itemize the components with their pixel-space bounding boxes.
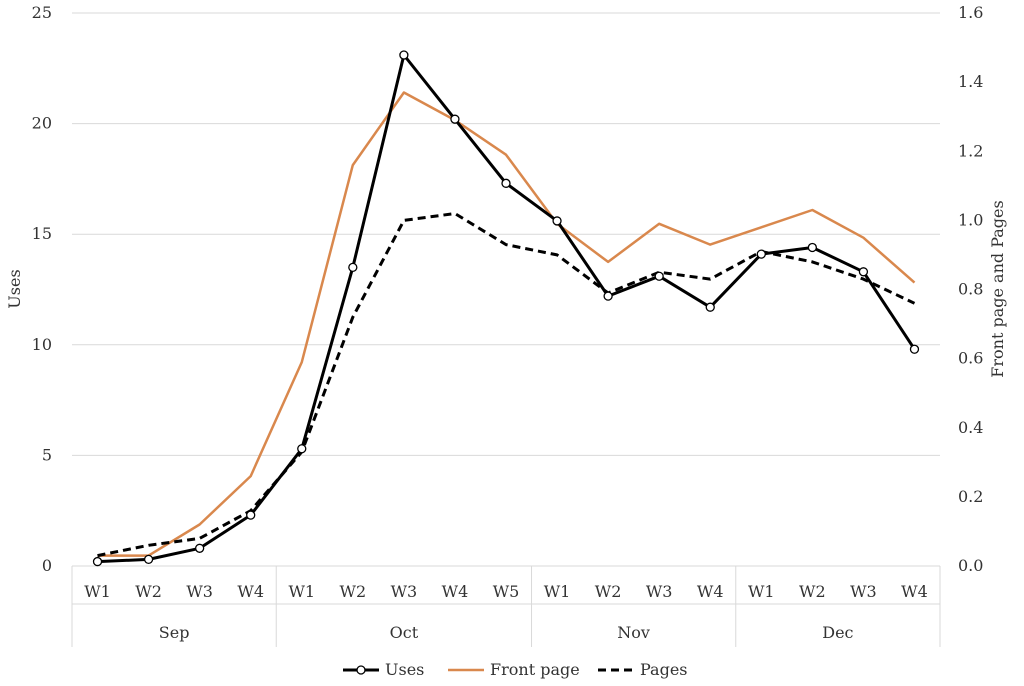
data-point bbox=[348, 262, 358, 273]
y-axis-title: Uses bbox=[5, 269, 24, 308]
x-tick-label: W3 bbox=[391, 582, 418, 601]
data-point bbox=[92, 556, 103, 567]
x-tick-label: W4 bbox=[697, 582, 724, 601]
right-axis-ticks: 0.0 0.2 0.4 0.6 0.8 1.0 1.2 1.4 1.6 bbox=[958, 3, 983, 575]
y2-axis-title: Front page and Pages bbox=[988, 200, 1007, 377]
group-label: Oct bbox=[390, 623, 419, 642]
x-tick-label: W5 bbox=[493, 582, 520, 601]
series-line bbox=[97, 53, 916, 564]
x-tick-label: W3 bbox=[646, 582, 673, 601]
series-front-page bbox=[97, 91, 916, 557]
y-tick-label: 0 bbox=[42, 556, 52, 575]
y2-tick-label: 0.4 bbox=[958, 418, 983, 437]
series-pages bbox=[97, 212, 916, 558]
data-point bbox=[297, 444, 307, 454]
y2-tick-label: 0.0 bbox=[958, 556, 983, 575]
x-tick-label: W2 bbox=[799, 582, 826, 601]
group-label: Nov bbox=[617, 623, 650, 642]
category-ticks: W1 W2 W3 W4 W1 W2 W3 W4 W5 W1 W2 W3 W4 W1 W2 W3 W4 Sep Oct… bbox=[84, 582, 928, 642]
x-tick-label: W2 bbox=[595, 582, 622, 601]
x-tick-label: W4 bbox=[237, 582, 264, 601]
x-tick-label: W1 bbox=[748, 582, 775, 601]
legend: Uses Front page Pages bbox=[343, 660, 688, 679]
category-axis-frame bbox=[71, 566, 941, 647]
data-point bbox=[756, 249, 766, 259]
y2-tick-label: 1.4 bbox=[958, 72, 983, 91]
x-tick-label: W4 bbox=[901, 582, 928, 601]
x-tick-label: W2 bbox=[135, 582, 162, 601]
group-label: Sep bbox=[159, 623, 190, 642]
x-tick-label: W1 bbox=[84, 582, 111, 601]
data-point bbox=[399, 50, 409, 60]
left-axis-ticks: 0 5 10 15 20 25 bbox=[32, 3, 52, 575]
series-uses bbox=[92, 50, 920, 567]
legend-item: Uses bbox=[343, 660, 424, 679]
x-tick-label: W1 bbox=[288, 582, 315, 601]
legend-item: Front page bbox=[448, 660, 580, 679]
series-line bbox=[97, 91, 916, 557]
y-tick-label: 25 bbox=[32, 3, 52, 22]
x-tick-label: W2 bbox=[340, 582, 367, 601]
data-point bbox=[909, 344, 920, 354]
legend-label: Pages bbox=[640, 660, 688, 679]
data-point bbox=[807, 242, 818, 253]
legend-item: Pages bbox=[598, 660, 688, 679]
y-tick-label: 5 bbox=[42, 445, 52, 464]
data-point bbox=[552, 216, 562, 226]
y-tick-label: 15 bbox=[32, 224, 52, 243]
legend-label: Uses bbox=[385, 660, 424, 679]
y-tick-label: 20 bbox=[32, 114, 52, 133]
y2-tick-label: 0.2 bbox=[958, 487, 983, 506]
y2-tick-label: 0.6 bbox=[958, 349, 983, 368]
group-label: Dec bbox=[822, 623, 853, 642]
data-point bbox=[450, 114, 460, 124]
y2-tick-label: 1.2 bbox=[958, 141, 983, 160]
legend-label: Front page bbox=[490, 660, 580, 679]
data-point bbox=[603, 291, 613, 301]
series-line bbox=[97, 212, 916, 558]
x-tick-label: W1 bbox=[544, 582, 571, 601]
data-point bbox=[143, 554, 154, 565]
x-tick-label: W3 bbox=[850, 582, 877, 601]
y-tick-label: 10 bbox=[32, 335, 52, 354]
gridlines bbox=[72, 12, 940, 567]
y2-tick-label: 1.6 bbox=[958, 3, 983, 22]
series-lines bbox=[92, 50, 920, 567]
data-point bbox=[858, 267, 869, 277]
data-point bbox=[501, 178, 511, 188]
x-tick-label: W3 bbox=[186, 582, 213, 601]
y2-tick-label: 0.8 bbox=[958, 280, 983, 299]
data-point bbox=[705, 302, 715, 312]
data-point bbox=[246, 510, 256, 520]
data-point bbox=[654, 271, 664, 281]
data-point bbox=[194, 543, 205, 553]
y2-tick-label: 1.0 bbox=[958, 210, 983, 229]
legend-marker bbox=[356, 665, 366, 675]
x-tick-label: W4 bbox=[442, 582, 469, 601]
